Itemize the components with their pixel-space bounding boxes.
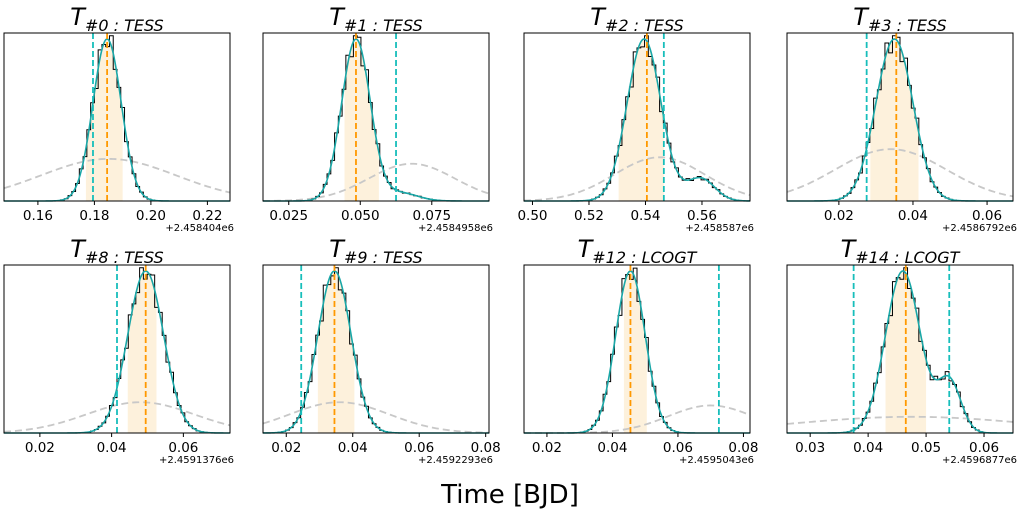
x-tick-label: 0.52	[574, 208, 604, 224]
panel-title: T#1 : TESS	[329, 3, 422, 35]
credible-band	[344, 38, 379, 201]
x-tick-label: 0.22	[192, 208, 222, 224]
prior-curve	[262, 162, 490, 202]
title-subscript: #2 : TESS	[605, 16, 684, 35]
title-symbol: T	[853, 3, 870, 31]
x-offset-label: +2.4586792e6	[942, 223, 1017, 234]
x-offset-label: +2.458587e6	[685, 223, 754, 234]
x-tick-label: 0.04	[853, 440, 883, 456]
x-tick-label: 0.02	[25, 440, 55, 456]
x-offset-label: +2.458404e6	[165, 223, 234, 234]
title-subscript: #0 : TESS	[85, 16, 164, 35]
credible-band	[623, 270, 647, 433]
x-tick-label: 0.04	[97, 440, 127, 456]
credible-band	[127, 271, 157, 433]
chart-panel-5: 0.02 0.04 0.06 0.08+2.4592293e6 T#9 : TESS	[262, 235, 501, 466]
x-tick-label: 0.08	[728, 440, 758, 456]
x-offset-label: +2.4592293e6	[418, 455, 493, 466]
x-tick-label: 0.08	[471, 440, 501, 456]
title-subscript: #12 : LCOGT	[592, 248, 697, 267]
axes-frame	[3, 264, 231, 434]
prior-curve	[786, 415, 1014, 425]
x-tick-label: 0.06	[168, 440, 198, 456]
chart-panel-1: 0.025 0.050 0.075+2.4584958e6 T#1 : TESS	[262, 3, 493, 234]
axes-frame	[262, 32, 490, 202]
title-subscript: #9 : TESS	[344, 248, 423, 267]
x-offset-label: +2.4591376e6	[159, 455, 234, 466]
credible-band	[618, 39, 664, 201]
panel-title: T#9 : TESS	[329, 235, 422, 267]
panel-title: T#0 : TESS	[70, 3, 163, 35]
x-tick-label: 0.06	[404, 440, 434, 456]
panel-title: T#8 : TESS	[70, 235, 163, 267]
chart-panel-7: 0.03 0.04 0.05 0.06+2.4596877e6 T#14 : LCOGT	[786, 235, 1017, 466]
x-tick-label: 0.16	[23, 208, 53, 224]
chart-panel-2: 0.50 0.52 0.54 0.56+2.458587e6 T#2 : TESS	[517, 3, 754, 234]
axes-frame	[786, 264, 1014, 434]
axes-frame	[262, 264, 490, 434]
title-symbol: T	[841, 235, 858, 263]
title-symbol: T	[70, 235, 87, 263]
panel-title: T#12 : LCOGT	[578, 235, 698, 267]
credible-band	[870, 38, 919, 201]
x-tick-label: 0.04	[338, 440, 368, 456]
panel-title: T#3 : TESS	[853, 3, 946, 35]
prior-curve	[523, 156, 751, 202]
x-tick-label: 0.04	[898, 208, 928, 224]
title-symbol: T	[329, 3, 346, 31]
x-tick-label: 0.06	[969, 440, 999, 456]
chart-panel-0: 0.16 0.18 0.20 0.22+2.458404e6 T#0 : TESS	[3, 3, 234, 234]
x-tick-label: 0.05	[911, 440, 941, 456]
x-tick-label: 0.06	[663, 440, 693, 456]
x-offset-label: +2.4584958e6	[418, 223, 493, 234]
axes-frame	[3, 32, 231, 202]
x-tick-label: 0.02	[824, 208, 854, 224]
prior-curve	[786, 148, 1014, 198]
x-tick-label: 0.56	[687, 208, 717, 224]
x-tick-label: 0.06	[972, 208, 1002, 224]
title-symbol: T	[578, 235, 595, 263]
x-tick-label: 0.20	[136, 208, 166, 224]
title-symbol: T	[590, 3, 607, 31]
panel-title: T#2 : TESS	[590, 3, 683, 35]
x-tick-label: 0.075	[412, 208, 451, 224]
x-tick-label: 0.02	[271, 440, 301, 456]
x-axis-label: Time [BJD]	[441, 480, 579, 510]
x-offset-label: +2.4596877e6	[942, 455, 1017, 466]
title-subscript: #14 : LCOGT	[855, 248, 960, 267]
title-symbol: T	[329, 235, 346, 263]
x-tick-label: 0.02	[532, 440, 562, 456]
axes-frame	[523, 264, 751, 434]
title-subscript: #3 : TESS	[868, 16, 947, 35]
x-tick-label: 0.03	[795, 440, 825, 456]
title-symbol: T	[70, 3, 87, 31]
chart-panel-3: 0.02 0.04 0.06+2.4586792e6 T#3 : TESS	[786, 3, 1017, 234]
credible-band	[317, 270, 355, 433]
x-tick-label: 0.18	[79, 208, 109, 224]
title-subscript: #1 : TESS	[344, 16, 423, 35]
x-tick-label: 0.54	[630, 208, 660, 224]
prior-curve	[3, 157, 231, 194]
panel-title: T#14 : LCOGT	[841, 235, 961, 267]
histogram	[263, 267, 489, 434]
chart-panel-6: 0.02 0.04 0.06 0.08+2.4595043e6 T#12 : LCOGT	[523, 235, 758, 466]
x-tick-label: 0.04	[597, 440, 627, 456]
x-tick-label: 0.50	[517, 208, 547, 224]
title-subscript: #8 : TESS	[85, 248, 164, 267]
axes-frame	[786, 32, 1014, 202]
x-tick-label: 0.050	[341, 208, 380, 224]
x-offset-label: +2.4595043e6	[679, 455, 754, 466]
x-tick-label: 0.025	[269, 208, 308, 224]
credible-band	[85, 38, 123, 201]
axes-frame	[523, 32, 751, 202]
chart-panel-4: 0.02 0.04 0.06+2.4591376e6 T#8 : TESS	[3, 235, 234, 466]
